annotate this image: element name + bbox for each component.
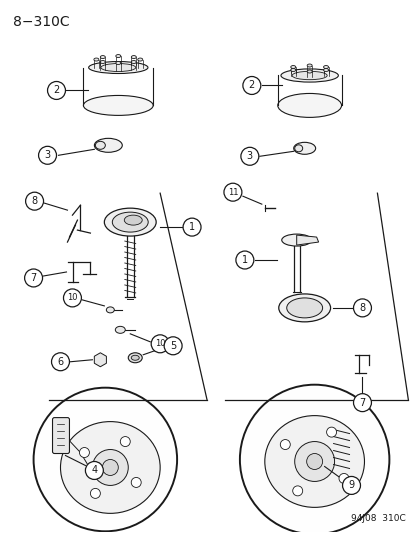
Text: 1: 1 xyxy=(242,255,248,265)
Ellipse shape xyxy=(94,58,99,61)
Ellipse shape xyxy=(324,66,329,69)
Ellipse shape xyxy=(324,69,329,71)
Text: 9: 9 xyxy=(349,480,354,490)
Text: 4: 4 xyxy=(92,465,97,475)
Circle shape xyxy=(102,459,118,475)
Circle shape xyxy=(293,486,303,496)
Circle shape xyxy=(120,437,130,447)
Text: 8: 8 xyxy=(32,196,37,206)
Ellipse shape xyxy=(115,326,125,333)
Circle shape xyxy=(47,82,65,100)
Circle shape xyxy=(295,441,334,481)
Ellipse shape xyxy=(131,61,136,63)
Ellipse shape xyxy=(95,141,105,149)
Text: 6: 6 xyxy=(57,357,64,367)
Circle shape xyxy=(90,488,100,498)
Text: 8−310C: 8−310C xyxy=(12,15,69,29)
Ellipse shape xyxy=(112,212,148,232)
Circle shape xyxy=(131,478,141,487)
Circle shape xyxy=(79,448,89,457)
Circle shape xyxy=(26,192,44,210)
Ellipse shape xyxy=(106,307,114,313)
Circle shape xyxy=(39,147,57,164)
Text: 2: 2 xyxy=(53,85,59,95)
Text: 5: 5 xyxy=(170,341,176,351)
Text: 10: 10 xyxy=(67,294,78,302)
Circle shape xyxy=(164,337,182,355)
Ellipse shape xyxy=(101,63,136,71)
Ellipse shape xyxy=(291,69,296,71)
Ellipse shape xyxy=(116,54,121,58)
Ellipse shape xyxy=(281,69,338,82)
Circle shape xyxy=(183,218,201,236)
Ellipse shape xyxy=(265,416,364,507)
Text: 1: 1 xyxy=(189,222,195,232)
Circle shape xyxy=(354,299,371,317)
Polygon shape xyxy=(94,353,106,367)
Ellipse shape xyxy=(84,95,153,116)
Ellipse shape xyxy=(100,61,105,63)
Text: 2: 2 xyxy=(249,80,255,91)
Ellipse shape xyxy=(279,294,331,322)
Circle shape xyxy=(241,147,259,165)
Circle shape xyxy=(339,473,349,483)
Ellipse shape xyxy=(295,145,303,152)
Circle shape xyxy=(52,353,69,371)
Ellipse shape xyxy=(287,298,323,318)
Ellipse shape xyxy=(138,58,143,61)
Circle shape xyxy=(85,462,103,480)
Text: 3: 3 xyxy=(45,150,51,160)
Ellipse shape xyxy=(131,356,139,360)
Text: 10: 10 xyxy=(155,340,166,348)
Text: 94J08  310C: 94J08 310C xyxy=(351,514,405,523)
Text: 8: 8 xyxy=(359,303,366,313)
Ellipse shape xyxy=(116,61,121,64)
Circle shape xyxy=(92,449,128,486)
Ellipse shape xyxy=(278,93,342,117)
Circle shape xyxy=(342,477,361,495)
Text: 3: 3 xyxy=(247,151,253,161)
Ellipse shape xyxy=(104,208,156,236)
Text: 7: 7 xyxy=(359,398,366,408)
Circle shape xyxy=(236,251,254,269)
Circle shape xyxy=(34,387,177,531)
Ellipse shape xyxy=(100,55,105,59)
Circle shape xyxy=(243,77,261,94)
Ellipse shape xyxy=(128,353,142,363)
Circle shape xyxy=(280,440,290,449)
Ellipse shape xyxy=(89,61,148,74)
Polygon shape xyxy=(297,235,319,245)
Circle shape xyxy=(354,394,371,411)
Ellipse shape xyxy=(307,70,312,73)
Ellipse shape xyxy=(282,234,312,246)
FancyBboxPatch shape xyxy=(52,417,69,454)
Ellipse shape xyxy=(94,139,122,152)
Ellipse shape xyxy=(291,66,296,69)
Circle shape xyxy=(64,289,82,307)
Circle shape xyxy=(224,183,242,201)
Circle shape xyxy=(327,427,337,437)
Ellipse shape xyxy=(294,142,316,154)
Circle shape xyxy=(25,269,42,287)
Ellipse shape xyxy=(292,71,327,80)
Circle shape xyxy=(307,454,323,470)
Ellipse shape xyxy=(131,55,136,59)
Text: 7: 7 xyxy=(30,273,37,283)
Circle shape xyxy=(240,385,389,533)
Text: 11: 11 xyxy=(228,188,238,197)
Ellipse shape xyxy=(307,64,312,67)
Ellipse shape xyxy=(124,215,142,225)
Ellipse shape xyxy=(60,422,160,513)
Circle shape xyxy=(151,335,169,353)
